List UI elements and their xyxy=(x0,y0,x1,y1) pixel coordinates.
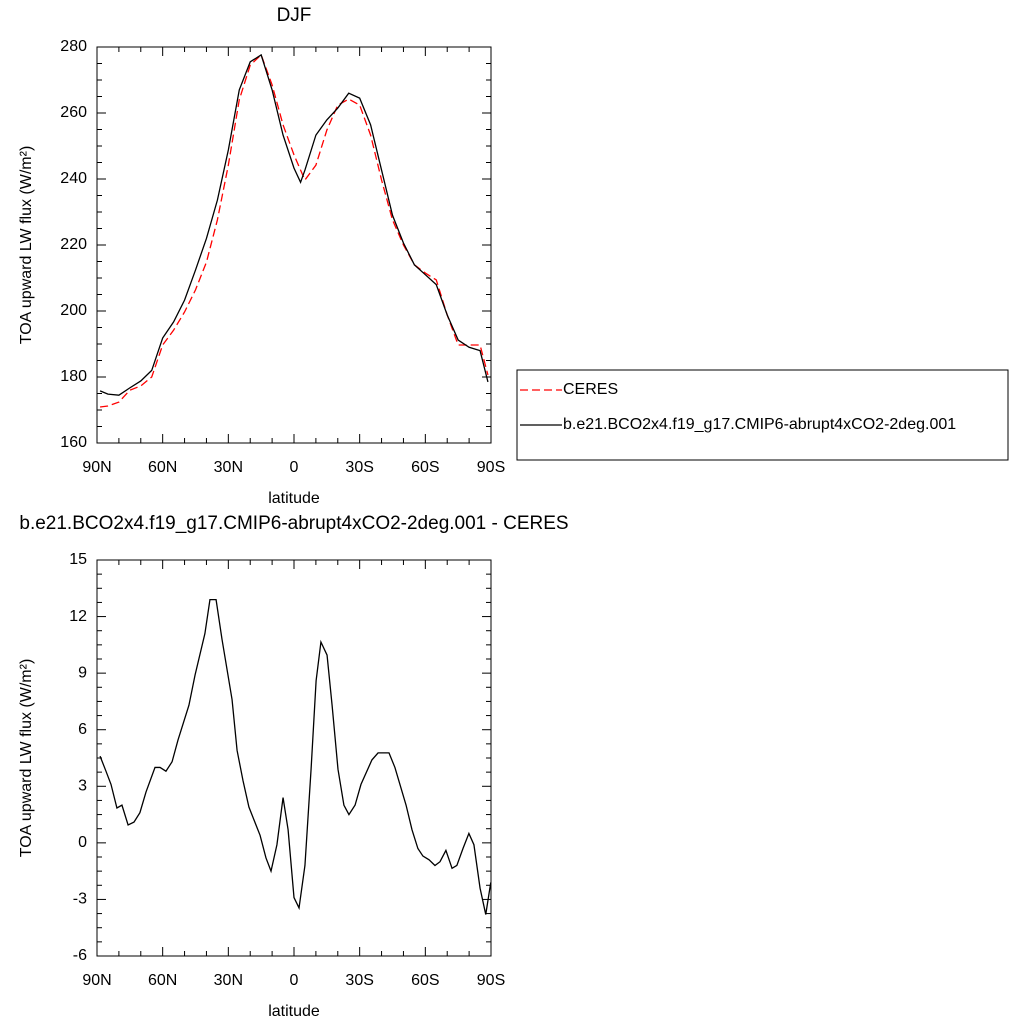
y-tick-label: 3 xyxy=(78,778,87,795)
y-tick-label: 280 xyxy=(60,38,87,55)
y-tick-label: 220 xyxy=(60,236,87,253)
y-tick-label: 160 xyxy=(60,434,87,451)
plot-frame xyxy=(96,46,492,444)
x-tick-label: 30S xyxy=(345,972,373,989)
y-axis-label: TOA upward LW flux (W/m²) xyxy=(18,659,35,858)
chart-title: DJF xyxy=(277,5,312,26)
y-tick-label: -6 xyxy=(73,947,87,964)
y-tick-label: 0 xyxy=(78,834,87,851)
y-tick-label: 260 xyxy=(60,104,87,121)
x-axis-label: latitude xyxy=(268,490,320,507)
x-tick-label: 90S xyxy=(477,459,505,476)
y-tick-label: 15 xyxy=(69,551,87,568)
y-tick-label: 9 xyxy=(78,664,87,681)
x-tick-label: 30N xyxy=(214,459,243,476)
x-tick-label: 90N xyxy=(82,972,111,989)
x-axis-label: latitude xyxy=(268,1003,320,1020)
x-tick-label: 30N xyxy=(214,972,243,989)
data-line xyxy=(99,598,492,915)
y-tick-label: -3 xyxy=(73,891,87,908)
legend-box xyxy=(516,369,1009,461)
data-line xyxy=(99,53,489,396)
data-line xyxy=(99,53,489,408)
y-tick-label: 12 xyxy=(69,608,87,625)
x-tick-label: 60S xyxy=(411,972,439,989)
y-tick-label: 180 xyxy=(60,368,87,385)
chart-title: b.e21.BCO2x4.f19_g17.CMIP6-abrupt4xCO2-2… xyxy=(19,513,568,534)
y-tick-label: 240 xyxy=(60,170,87,187)
x-tick-label: 30S xyxy=(345,459,373,476)
x-tick-label: 0 xyxy=(290,459,299,476)
legend-label: b.e21.BCO2x4.f19_g17.CMIP6-abrupt4xCO2-2… xyxy=(563,416,956,433)
x-tick-label: 90S xyxy=(477,972,505,989)
y-tick-label: 200 xyxy=(60,302,87,319)
x-tick-label: 60S xyxy=(411,459,439,476)
x-tick-label: 60N xyxy=(148,459,177,476)
legend-label: CERES xyxy=(563,381,618,398)
x-tick-label: 0 xyxy=(290,972,299,989)
x-tick-label: 90N xyxy=(82,459,111,476)
y-tick-label: 6 xyxy=(78,721,87,738)
y-axis-label: TOA upward LW flux (W/m²) xyxy=(18,146,35,345)
x-tick-label: 60N xyxy=(148,972,177,989)
